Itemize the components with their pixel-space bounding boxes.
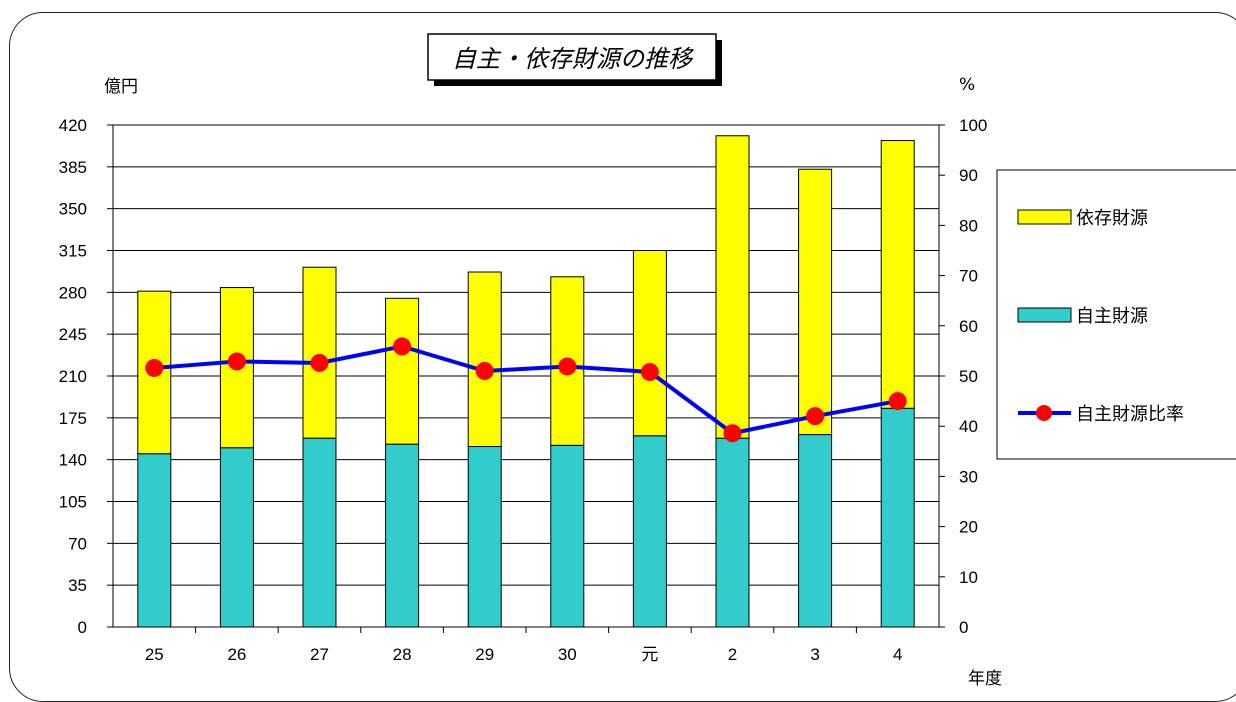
ratio-line: [145, 337, 907, 443]
x-tick-label: 2: [728, 645, 737, 664]
x-tick-label: 29: [475, 645, 494, 664]
y2-tick-label: 40: [959, 417, 978, 436]
x-tick-label: 26: [227, 645, 246, 664]
bar-own-revenue: [385, 443, 420, 628]
bar-own-revenue: [550, 444, 585, 628]
bar-dependent-revenue: [715, 135, 750, 439]
y-tick-label: 0: [78, 618, 87, 637]
y-tick-label: 210: [59, 367, 87, 386]
bars: [137, 135, 915, 628]
x-tick-label: 30: [558, 645, 577, 664]
ratio-point: [145, 358, 164, 377]
y2-tick-label: 0: [959, 618, 968, 637]
y2-tick-label: 20: [959, 518, 978, 537]
y-axis-label: 億円: [104, 77, 138, 97]
bar-dependent-revenue: [632, 250, 667, 437]
legend-swatch-dependent: [1017, 209, 1072, 225]
legend-label-own: 自主財源: [1076, 306, 1148, 327]
y2-tick-label: 90: [959, 166, 978, 185]
y-tick-label: 350: [59, 200, 87, 219]
ratio-point: [640, 362, 659, 381]
bar-dependent-revenue: [385, 297, 420, 445]
y2-tick-label: 100: [959, 116, 987, 135]
ratio-point: [393, 337, 412, 356]
y2-axis-label: %: [959, 75, 975, 95]
ratio-point: [888, 392, 907, 411]
legend-label-dependent: 依存財源: [1076, 208, 1148, 229]
y-tick-label: 175: [59, 409, 87, 428]
y-tick-label: 280: [59, 283, 87, 302]
x-tick-label: 3: [810, 645, 819, 664]
x-tick-label: 元: [641, 645, 658, 664]
y2-tick-label: 60: [959, 317, 978, 336]
y-tick-label: 70: [68, 534, 87, 553]
y2-tick-label: 10: [959, 568, 978, 587]
x-tick-label: 27: [310, 645, 329, 664]
ratio-series-line: [154, 344, 899, 436]
ratio-point: [227, 352, 246, 371]
y-tick-label: 420: [59, 116, 87, 135]
y-tick-label: 140: [59, 451, 87, 470]
title-box: [427, 33, 717, 81]
bar-own-revenue: [467, 446, 502, 628]
y2-tick-label: 50: [959, 367, 978, 386]
y-tick-label: 385: [59, 158, 87, 177]
x-axis-label: 年度: [968, 669, 1002, 689]
bar-dependent-revenue: [880, 140, 915, 409]
ratio-point: [806, 407, 825, 426]
ratio-point: [723, 424, 742, 443]
ratio-point: [310, 353, 329, 372]
x-tick-label: 28: [393, 645, 412, 664]
bar-own-revenue: [219, 447, 254, 628]
bar-dependent-revenue: [467, 271, 502, 448]
bar-own-revenue: [798, 434, 833, 628]
bar-own-revenue: [880, 407, 915, 628]
legend: 依存財源 自主財源 自主財源比率: [996, 169, 1236, 460]
y-tick-label: 35: [68, 576, 87, 595]
x-tick-label: 4: [893, 645, 902, 664]
legend-swatch-own: [1017, 307, 1072, 323]
bar-own-revenue: [137, 453, 172, 628]
y-axis-ticks: 0 35 70 105 140 175 210 245 280 315 350 385 420: [59, 116, 113, 637]
y-tick-label: 105: [59, 493, 87, 512]
ratio-point: [475, 361, 494, 380]
bar-own-revenue: [302, 437, 337, 628]
x-axis-ticks: 25 26 27 28 29 30 元 2 3 4: [145, 627, 902, 664]
y2-tick-label: 70: [959, 267, 978, 286]
bar-dependent-revenue: [302, 266, 337, 439]
bar-own-revenue: [715, 437, 750, 628]
bar-own-revenue: [632, 435, 667, 628]
y2-tick-label: 30: [959, 467, 978, 486]
y-tick-label: 245: [59, 325, 87, 344]
y2-tick-label: 80: [959, 216, 978, 235]
chart-title: 自主・依存財源の推移: [452, 45, 694, 73]
bar-dependent-revenue: [798, 168, 833, 436]
legend-label-ratio: 自主財源比率: [1076, 404, 1184, 425]
y-tick-label: 315: [59, 242, 87, 261]
legend-swatch-ratio-marker: [1036, 405, 1052, 421]
ratio-point: [558, 357, 577, 376]
y2-axis-ticks: 0 10 20 30 40 50 60 70 80 90 100: [939, 116, 987, 637]
x-tick-label: 25: [145, 645, 164, 664]
